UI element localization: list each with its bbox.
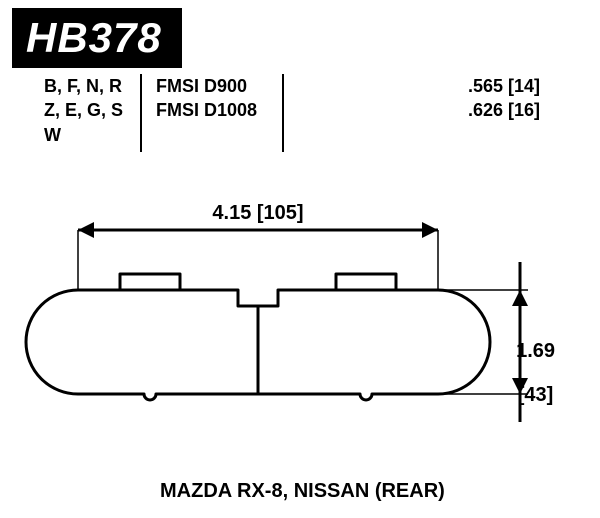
application-label: MAZDA RX-8, NISSAN (REAR) bbox=[160, 480, 445, 503]
brake-pad-drawing bbox=[0, 0, 600, 518]
